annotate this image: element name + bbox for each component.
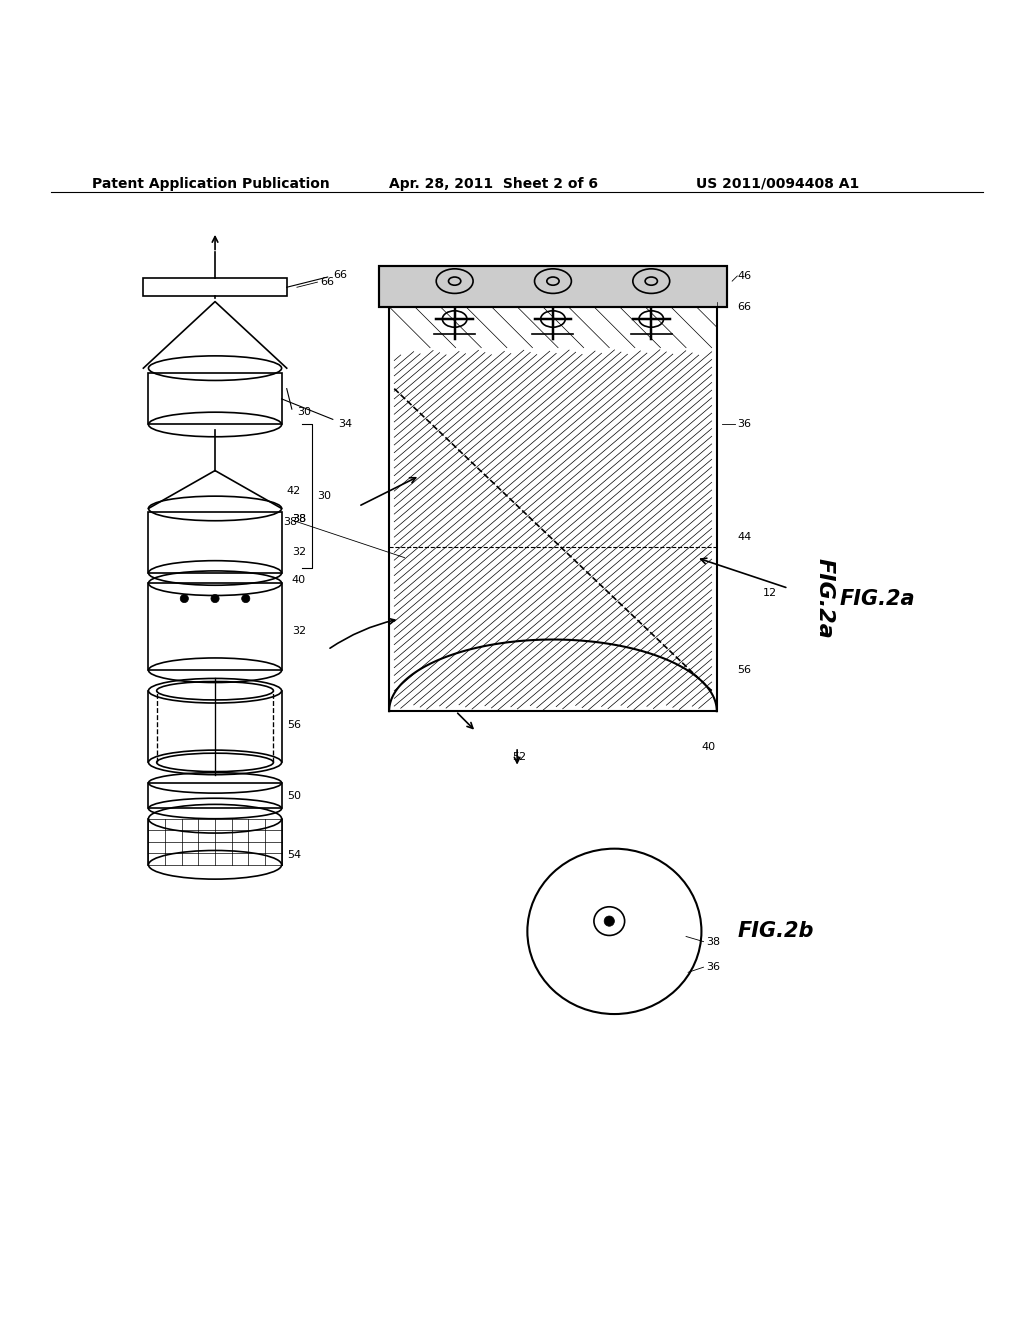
Text: 40: 40: [292, 576, 306, 585]
Text: 66: 66: [737, 302, 752, 312]
Text: 44: 44: [737, 532, 752, 543]
Bar: [148, 583, 282, 671]
Text: 38: 38: [292, 513, 306, 524]
Text: 34: 34: [338, 420, 352, 429]
Text: 46: 46: [737, 271, 752, 281]
Bar: [379, 265, 727, 306]
Text: 30: 30: [317, 491, 332, 502]
Text: 52: 52: [512, 752, 526, 762]
Text: US 2011/0094408 A1: US 2011/0094408 A1: [696, 177, 859, 191]
Text: 54: 54: [287, 850, 301, 859]
Text: 32: 32: [292, 626, 306, 636]
Bar: [148, 783, 282, 808]
Text: 30: 30: [297, 407, 311, 417]
Ellipse shape: [180, 594, 188, 603]
Text: 42: 42: [287, 486, 301, 496]
Text: 36: 36: [737, 420, 752, 429]
Text: FIG.2a: FIG.2a: [814, 558, 835, 639]
Text: 66: 66: [333, 271, 347, 280]
Text: 56: 56: [287, 719, 301, 730]
Text: 40: 40: [701, 742, 716, 752]
Bar: [143, 279, 287, 297]
Ellipse shape: [604, 916, 614, 927]
Bar: [148, 374, 282, 425]
Bar: [379, 265, 727, 306]
Text: 36: 36: [707, 962, 721, 973]
Text: 50: 50: [287, 791, 301, 801]
Text: FIG.2a: FIG.2a: [840, 589, 915, 609]
Text: 38: 38: [292, 513, 306, 524]
Text: FIG.2b: FIG.2b: [737, 921, 814, 941]
Text: 56: 56: [737, 665, 752, 676]
Ellipse shape: [211, 594, 219, 603]
Text: 66: 66: [321, 277, 335, 288]
Text: 38: 38: [283, 516, 297, 527]
Text: 32: 32: [292, 548, 306, 557]
Text: Patent Application Publication: Patent Application Publication: [92, 177, 330, 191]
Bar: [389, 301, 717, 711]
Text: 38: 38: [707, 937, 721, 946]
Text: 12: 12: [763, 589, 777, 598]
Bar: [148, 512, 282, 573]
Text: Apr. 28, 2011  Sheet 2 of 6: Apr. 28, 2011 Sheet 2 of 6: [389, 177, 598, 191]
Ellipse shape: [242, 594, 250, 603]
